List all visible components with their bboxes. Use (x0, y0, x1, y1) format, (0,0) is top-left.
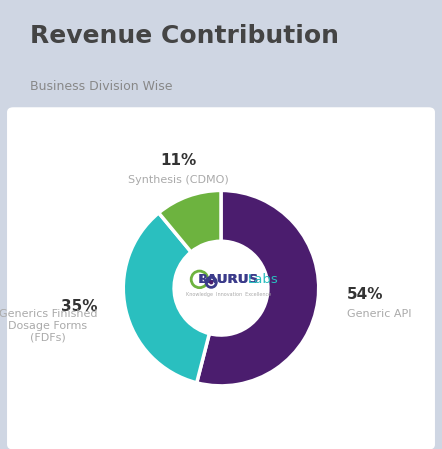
Circle shape (174, 241, 268, 335)
Wedge shape (123, 213, 210, 383)
Text: Labs: Labs (248, 273, 278, 286)
Text: 11%: 11% (160, 153, 197, 168)
Text: RAURUS: RAURUS (198, 273, 259, 286)
Wedge shape (159, 190, 221, 252)
Text: 54%: 54% (347, 287, 384, 302)
Text: LAURUS: LAURUS (199, 273, 259, 286)
Text: Generic API: Generic API (347, 309, 412, 319)
Text: Synthesis (CDMO): Synthesis (CDMO) (128, 175, 229, 185)
Wedge shape (197, 190, 319, 386)
Text: Revenue Contribution: Revenue Contribution (30, 24, 339, 48)
Circle shape (209, 280, 213, 284)
FancyBboxPatch shape (7, 107, 435, 449)
Text: Knowledge  Innovation  Excellence: Knowledge Innovation Excellence (186, 291, 271, 296)
Text: Generics Finished
Dosage Forms
(FDFs): Generics Finished Dosage Forms (FDFs) (0, 309, 97, 342)
Text: 35%: 35% (61, 299, 97, 313)
Text: Business Division Wise: Business Division Wise (30, 80, 172, 93)
